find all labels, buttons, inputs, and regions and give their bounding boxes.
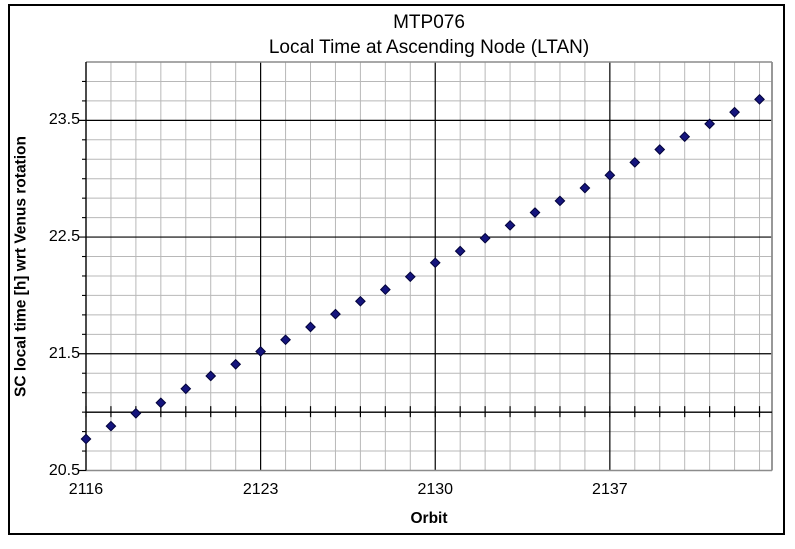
x-axis-title: Orbit (410, 510, 448, 527)
data-point (554, 195, 566, 207)
data-point (230, 358, 242, 370)
x-tick-label: 2123 (242, 481, 279, 498)
data-point (80, 433, 92, 445)
x-tick-label: 2130 (417, 481, 454, 498)
x-tick-label: 2137 (592, 481, 628, 498)
data-point (504, 219, 516, 231)
data-point (180, 383, 192, 395)
x-tick-label: 2116 (68, 481, 104, 498)
data-point (379, 284, 391, 296)
data-point (404, 271, 416, 283)
data-point (205, 370, 217, 382)
data-point (654, 144, 666, 155)
data-point (629, 156, 641, 168)
y-tick-label: 23.5 (48, 111, 80, 129)
data-point (454, 245, 466, 257)
chart-subtitle: Local Time at Ascending Node (LTAN) (268, 37, 590, 58)
data-point (704, 118, 716, 130)
data-point (679, 131, 691, 143)
chart-outer-border (8, 4, 785, 535)
data-point (280, 334, 291, 346)
data-point (604, 169, 616, 181)
y-tick-label: 21.5 (48, 344, 80, 362)
data-point (155, 397, 167, 409)
data-point (579, 182, 591, 194)
y-axis-title: SC local time [h] wrt Venus rotation (12, 136, 30, 397)
data-point (255, 346, 267, 357)
data-point (105, 420, 117, 432)
y-tick-label: 20.5 (48, 461, 80, 479)
data-point (130, 407, 142, 419)
data-point (479, 232, 491, 244)
y-tick-label: 22.5 (48, 228, 80, 246)
data-point (354, 295, 366, 307)
data-point (429, 257, 441, 269)
data-point (330, 308, 341, 320)
data-point (729, 106, 740, 118)
data-point (305, 321, 316, 333)
chart-title: MTP076 (393, 12, 465, 33)
data-point (754, 93, 765, 105)
data-point (529, 207, 541, 218)
